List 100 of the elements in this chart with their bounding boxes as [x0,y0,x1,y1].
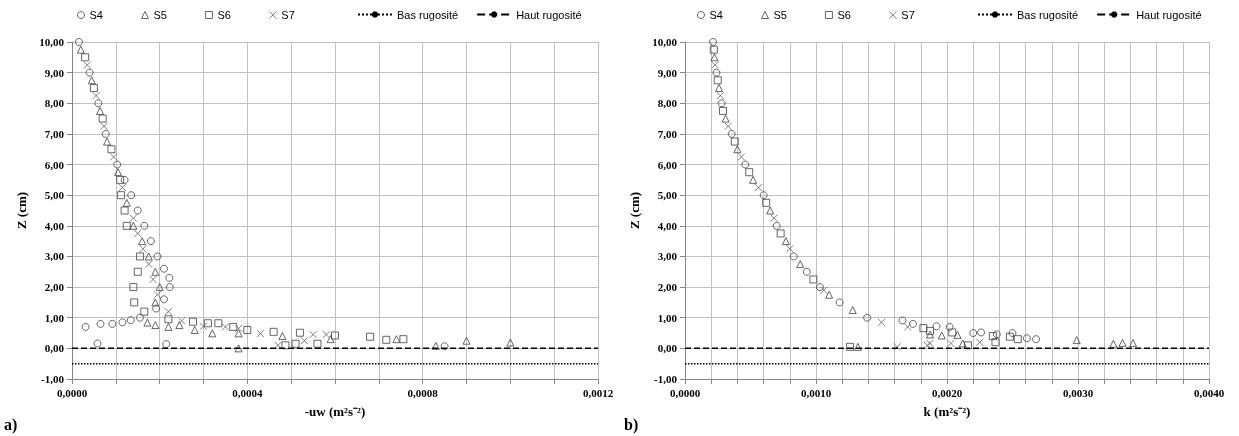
point [96,106,105,115]
point [366,332,375,341]
point [789,252,798,261]
point [116,175,125,184]
point [802,267,811,276]
point [785,244,794,253]
y-tick-label: 6,00 [657,158,678,171]
point [733,145,742,154]
point [76,45,85,54]
point [199,322,208,331]
point [164,315,173,324]
legend-label: Bas rugosité [1017,8,1079,21]
y-tick-label: 3,00 [44,250,65,263]
point [295,328,304,337]
y-tick-label: 2,00 [44,281,65,294]
point [129,214,138,223]
legend-label: S5 [153,9,167,21]
point [118,318,127,327]
x-tick-label: 0,0000 [56,386,88,399]
point [278,332,287,341]
point [177,316,186,325]
point [946,339,955,348]
y-tick-label: 3,00 [657,250,678,263]
point [1109,339,1118,348]
point [730,137,739,146]
point [208,329,217,338]
point [903,322,912,331]
point [326,335,335,344]
point [737,152,746,161]
point [925,330,934,339]
point [122,198,131,207]
text: b) [624,415,639,434]
point [149,275,158,284]
point [958,339,967,348]
point [118,183,127,192]
point [160,264,169,273]
text: a) [4,415,18,434]
point [144,260,153,269]
x-tick-label: 0,0008 [407,386,439,399]
point [963,341,972,350]
point [932,322,941,331]
legend-label: Haut rugosité [1136,8,1202,21]
point [140,221,149,230]
point [153,290,162,299]
point [1032,335,1041,344]
point [908,319,917,328]
legend-label: S7 [281,9,295,21]
point [234,324,243,333]
y-tick-label: 5,00 [657,189,678,202]
point [506,338,515,347]
point [214,319,223,328]
point [1129,339,1138,348]
point [863,313,872,322]
x-tick-label: 0,0000 [669,386,701,399]
y-tick-label: 5,00 [44,189,65,202]
y-tick-label: 2,00 [657,281,678,294]
point [1008,329,1017,338]
point [256,329,265,338]
point [945,322,954,331]
y-tick-label: 8,00 [44,97,65,110]
legend-label: S7 [901,9,915,21]
point [322,330,331,339]
point [745,168,754,177]
point [977,328,986,337]
point [281,341,290,350]
y-axis-title: Z (cm) [14,191,30,230]
point [953,330,962,339]
point [762,198,771,207]
point [92,91,101,100]
y-tick-label: 9,00 [44,66,65,79]
y-axis-title: Z (cm) [627,191,643,230]
point [300,336,309,345]
point [776,229,785,238]
point [727,129,736,138]
legend-label: S6 [217,9,231,21]
point [815,283,824,292]
point [772,221,781,230]
point [188,317,197,326]
point [146,237,155,246]
point [462,336,471,345]
point [135,313,144,322]
point [709,38,718,46]
point [819,286,828,295]
point [175,321,184,330]
y-tick-label: 8,00 [657,97,678,110]
point [94,99,103,108]
y-tick-label: 6,00 [44,158,65,171]
point [898,316,907,325]
point [721,114,730,123]
point [133,267,142,276]
x-tick-label: 0,0020 [931,386,963,399]
point [1013,335,1022,344]
point [853,342,862,351]
point [770,214,779,223]
point [846,342,855,351]
point [848,306,857,315]
x-tick-label: 0,0004 [232,386,263,399]
point [925,326,934,335]
point [992,330,1001,339]
point [164,322,173,331]
